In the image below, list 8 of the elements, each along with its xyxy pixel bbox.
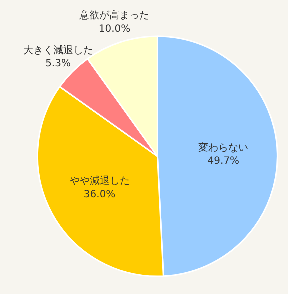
slice-label: 意欲が高まった [78, 10, 150, 22]
data-label: 36.0% [84, 189, 116, 200]
slice-label: 変わらない [198, 142, 249, 154]
data-label: 5.3% [46, 58, 71, 70]
slice-label: 大きく減退した [23, 44, 94, 56]
data-label: 49.7% [208, 156, 240, 167]
slice-label: やや減退した [70, 175, 130, 188]
data-label: 10.0% [98, 24, 131, 35]
